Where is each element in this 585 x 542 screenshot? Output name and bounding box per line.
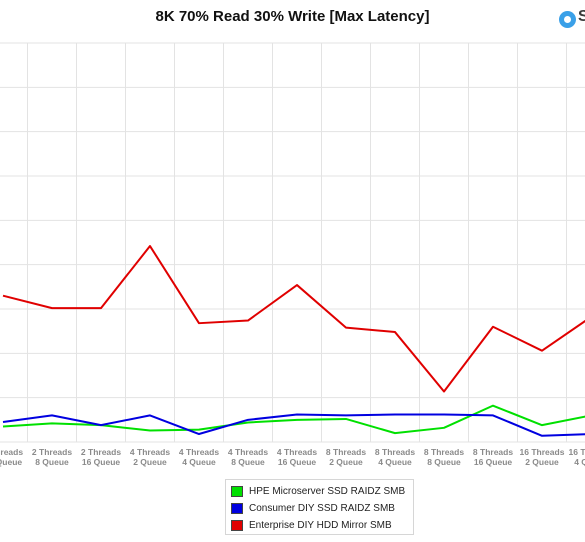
- series-lines: [2, 245, 585, 437]
- x-tick-label: 4 Threads 16 Queue: [277, 447, 317, 467]
- legend-swatch-enterprise: [231, 519, 243, 531]
- legend-label-hpe: HPE Microserver SSD RAIDZ SMB: [249, 485, 406, 497]
- x-tick-label: 4 Threads 8 Queue: [228, 447, 268, 467]
- legend-item-hpe[interactable]: HPE Microserver SSD RAIDZ SMB: [231, 484, 405, 498]
- series-line-2[interactable]: [2, 245, 585, 393]
- series-line-0[interactable]: [2, 404, 585, 435]
- vertical-gridlines: [27, 43, 567, 442]
- horizontal-gridlines: [0, 42, 585, 443]
- x-tick-label: 4 Threads 2 Queue: [130, 447, 170, 467]
- logo-text: S: [578, 8, 585, 25]
- x-tick-label: 8 Threads 4 Queue: [375, 447, 415, 467]
- x-tick-label: 8 Threads 8 Queue: [424, 447, 464, 467]
- x-tick-label: 8 Threads 16 Queue: [473, 447, 513, 467]
- legend-label-enterprise: Enterprise DIY HDD Mirror SMB: [249, 519, 392, 531]
- legend-label-consumer: Consumer DIY SSD RAIDZ SMB: [249, 502, 395, 514]
- series-line-1[interactable]: [2, 413, 585, 437]
- legend: HPE Microserver SSD RAIDZ SMB Consumer D…: [225, 479, 414, 535]
- legend-item-consumer[interactable]: Consumer DIY SSD RAIDZ SMB: [231, 501, 395, 515]
- legend-swatch-hpe: [231, 485, 243, 497]
- logo-icon: [559, 11, 576, 28]
- x-tick-label: 2 Threads 8 Queue: [32, 447, 72, 467]
- x-tick-label: 8 Threads 2 Queue: [326, 447, 366, 467]
- chart-title: 8K 70% Read 30% Write [Max Latency]: [155, 8, 430, 25]
- x-tick-label: 4 Threads 4 Queue: [179, 447, 219, 467]
- legend-item-enterprise[interactable]: Enterprise DIY HDD Mirror SMB: [231, 518, 392, 532]
- x-tick-label: 16 Threads 2 Queue: [520, 447, 565, 467]
- x-tick-label: 2 Threads 16 Queue: [81, 447, 121, 467]
- legend-swatch-consumer: [231, 502, 243, 514]
